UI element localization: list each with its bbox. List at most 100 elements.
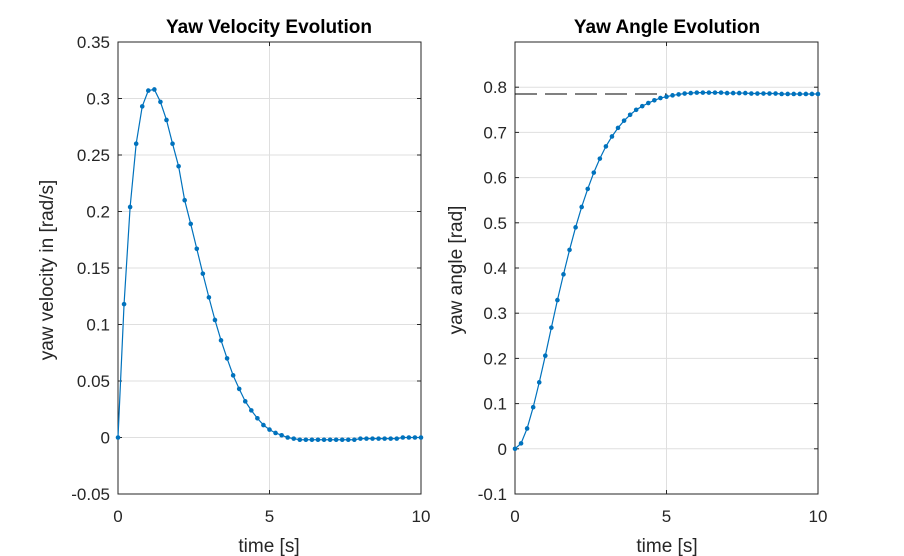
angle-chart: Yaw Angle Evolution time [s] yaw angle [… [446,17,827,556]
angle-data-point [676,92,681,97]
angle-data-point [755,91,760,96]
velocity-data-point [200,271,206,276]
angle-data-point [767,91,772,96]
velocity-data-point [267,427,272,432]
angle-x-axis-label: time [s] [636,536,697,556]
velocity-data-point [388,436,394,441]
velocity-data-point [121,301,127,307]
angle-data-point [700,90,706,95]
velocity-data-point [182,197,187,203]
angle-data-point [791,91,797,97]
angle-data-point [809,91,815,97]
angle-data-point [627,112,633,118]
velocity-x-tick-label: 10 [412,507,431,526]
velocity-data-point [170,141,175,146]
angle-y-axis-label: yaw angle [rad] [446,206,467,335]
angle-data-point [670,93,675,98]
angle-data-point [555,297,560,303]
velocity-data-point [406,435,412,440]
angle-data-point [591,170,597,175]
angle-data-point [597,156,603,161]
velocity-data-point [242,399,248,404]
velocity-y-tick-label: 0.3 [86,90,110,109]
velocity-data-point [133,141,139,146]
angle-data-point [549,325,554,330]
velocity-data-point [382,436,387,441]
angle-data-point [615,125,621,131]
velocity-data-point [303,437,309,443]
angle-data-point [512,446,518,452]
angle-y-tick-label: 0.4 [483,259,507,278]
angle-x-tick-label: 0 [510,507,519,526]
velocity-data-point [152,87,157,92]
velocity-x-axis-label: time [s] [238,536,299,556]
velocity-data-point [224,356,230,361]
angle-data-point [609,134,615,139]
angle-data-point [639,103,645,109]
velocity-data-point [315,437,321,443]
angle-data-point [718,90,724,95]
angle-data-point [536,380,542,385]
angle-data-point [621,118,627,123]
angle-y-tick-label: 0.1 [483,395,507,414]
angle-data-point [761,91,766,96]
velocity-data-point [291,436,297,441]
angle-data-point [567,247,572,253]
velocity-data-point [255,415,260,421]
velocity-data-point [412,435,418,440]
velocity-data-point [230,373,236,378]
velocity-chart-title: Yaw Velocity Evolution [166,17,372,38]
angle-data-point [682,91,687,96]
angle-data-point [712,90,718,95]
angle-data-point [518,441,524,446]
angle-data-point [688,90,694,96]
angle-data-point [664,94,669,99]
angle-x-tick-label: 5 [662,507,671,526]
angle-data-point [646,100,651,106]
angle-data-point [724,90,730,96]
angle-y-tick-label: 0.3 [483,304,507,323]
velocity-data-point [376,436,381,441]
velocity-data-point [158,99,163,105]
velocity-data-point [127,204,133,210]
velocity-gridlines [118,42,421,494]
velocity-data-point [261,422,266,428]
velocity-data-point [394,436,400,441]
velocity-data-point [236,386,242,392]
velocity-chart: Yaw Velocity Evolution time [s] yaw velo… [37,17,430,556]
velocity-data-point [194,246,200,252]
angle-chart-title: Yaw Angle Evolution [574,17,760,38]
angle-data-point [652,98,657,103]
velocity-data-point [279,432,284,438]
angle-y-tick-label: -0.1 [478,485,507,504]
velocity-data-point [188,221,194,227]
angle-data-point [573,225,578,230]
velocity-y-tick-label: 0.35 [77,33,110,52]
angle-y-tick-label: 0 [498,440,507,459]
velocity-data-point [249,408,254,413]
velocity-data-point [115,435,121,440]
velocity-data-point [139,104,145,109]
velocity-data-point [297,437,303,443]
velocity-y-tick-label: 0.25 [77,146,110,165]
angle-y-tick-label: 0.5 [483,214,507,233]
velocity-y-tick-label: 0.15 [77,259,110,278]
angle-data-point [779,91,784,97]
velocity-data-point [370,436,375,441]
velocity-data-point [212,317,218,323]
angle-data-point [730,90,736,96]
velocity-y-tick-label: 0.1 [86,316,110,335]
velocity-y-tick-label: 0 [101,429,110,448]
velocity-data-point [327,437,333,443]
velocity-data-point [206,295,212,300]
velocity-y-tick-label: 0.05 [77,372,110,391]
angle-data-point [736,90,742,96]
velocity-y-axis-label: yaw velocity in [rad/s] [37,180,58,361]
angle-y-tick-label: 0.6 [483,169,507,188]
angle-data-point [785,91,790,97]
velocity-x-tick-label: 5 [265,507,274,526]
velocity-data-point [176,164,181,169]
angle-data-point [633,107,639,113]
angle-data-point [773,91,778,96]
